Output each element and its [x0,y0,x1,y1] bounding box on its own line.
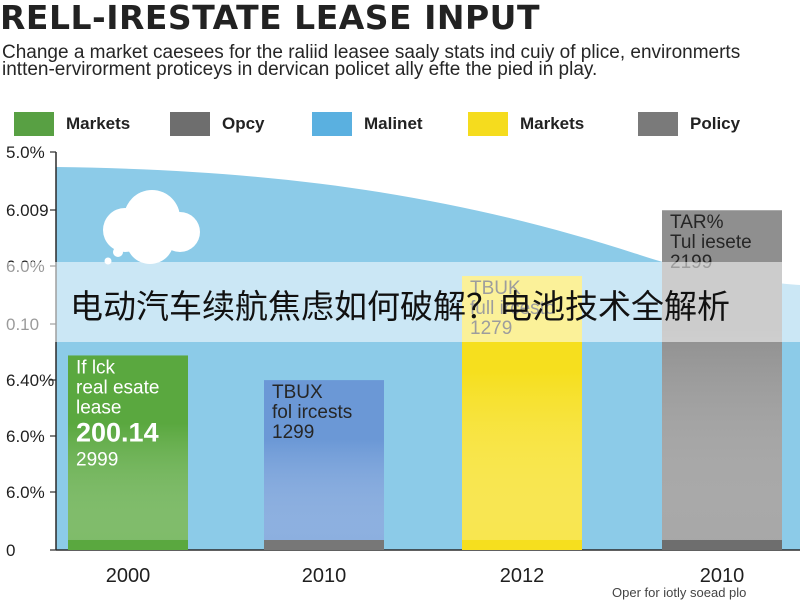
overlay-banner-text: 电动汽车续航焦虑如何破解？电池技术全解析 [70,287,730,326]
chart-subtitle: Change a market caesees for the raliid l… [2,42,741,80]
bar-data-label: If lck [76,357,116,378]
y-tick-label: 6.40% [6,371,54,390]
x-tick-label: 2010 [302,565,347,587]
bar-data-label: fol ircests [272,402,352,423]
bar-data-label: lease [76,397,121,418]
legend-label: Markets [66,114,131,133]
bar-base [462,540,582,550]
footer-note: Oper for iotly soead plo [612,585,747,600]
legend-label: Opcy [222,114,265,133]
y-tick-label: 6.0% [6,427,45,446]
overlay-banner [0,262,800,342]
bar-data-label: TBUX [272,382,323,403]
legend-swatch [468,112,508,136]
bar-data-label: 2999 [76,449,118,470]
legend-swatch [14,112,54,136]
chart-title: RELL-IRESTATE LEASE INPUT [0,0,540,37]
legend-item: Opcy [170,110,265,138]
legend-label: Markets [520,114,585,133]
legend-label: Policy [690,114,741,133]
legend-item: Markets [14,110,130,138]
cloud-icon [103,190,200,265]
legend-swatch [170,112,210,136]
legend-label: Malinet [364,114,423,133]
bar-data-label: real esate [76,377,159,398]
y-tick-label: 5.0% [6,143,45,162]
legend-swatch [638,112,678,136]
x-tick-label: 2000 [106,565,151,587]
y-tick-label: 0 [6,541,15,560]
bar-base [662,540,782,550]
bar-data-label: 1299 [272,422,314,443]
bar-shading [264,439,384,550]
x-tick-label: 2012 [500,565,545,587]
bar-data-label: TAR% [670,212,724,233]
x-tick-label: 2010 [700,565,745,587]
legend-item: Malinet [312,110,423,138]
legend-swatch [312,112,352,136]
bar-shading [662,329,782,550]
bar-base [264,540,384,550]
y-tick-label: 6.009 [6,201,49,220]
bar-shading [68,423,188,550]
y-tick-label: 6.0% [6,483,45,502]
bar-data-label: Tul iesete [670,232,752,253]
chart-legend: Markets Opcy Malinet Markets Policy [0,110,800,140]
legend-item: Markets [468,110,584,138]
bar-shading [462,371,582,550]
bar-data-label: 200.14 [76,417,159,447]
bar-base [68,540,188,550]
legend-item: Policy [638,110,740,138]
